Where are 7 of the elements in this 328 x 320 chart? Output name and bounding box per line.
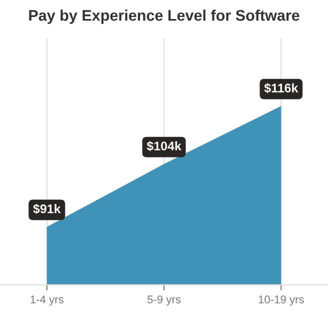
data-label: $91k [33,204,61,214]
x-tick-label: 1-4 yrs [30,296,64,306]
x-tick-label: 10-19 yrs [258,296,304,306]
x-tick-label: 5-9 yrs [147,296,181,306]
data-label: $116k [264,83,298,94]
data-label: $104k [146,141,182,152]
chart-title: Pay by Experience Level for Software [29,10,300,24]
